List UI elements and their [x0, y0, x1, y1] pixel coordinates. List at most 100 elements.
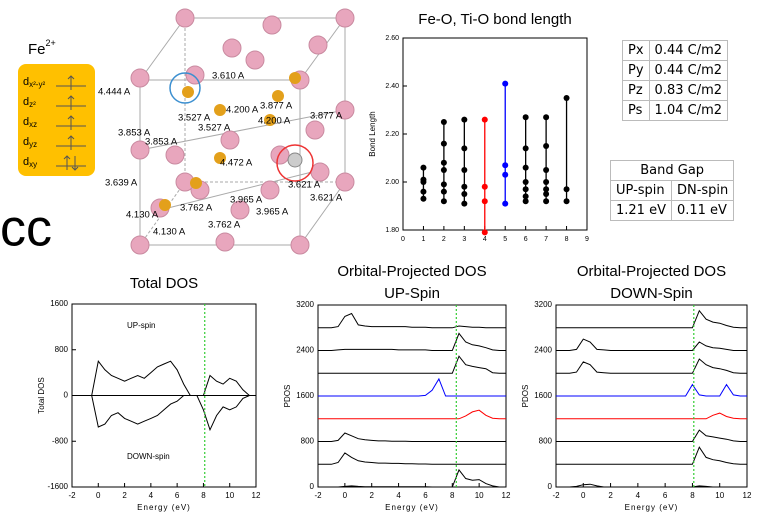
x-tick-label: 12 [743, 491, 752, 500]
bond-point [420, 196, 426, 202]
y-axis-label: Total DOS [37, 377, 46, 413]
table-row: Ps1.04 C/m2 [623, 101, 728, 121]
chart-title: Orbital-Projected DOS [337, 263, 486, 280]
y-tick-label: 1600 [50, 299, 68, 308]
y-axis-label: PDOS [283, 385, 292, 408]
bond-point [523, 179, 529, 185]
distance-label: 4.444 A [98, 87, 131, 98]
x-tick-label: 2 [442, 236, 446, 243]
dos-line [556, 339, 747, 350]
dos-line [556, 311, 747, 328]
bond-point [523, 193, 529, 199]
y-tick-label: 2.60 [385, 35, 399, 42]
x-axis-label: Energy (eV) [137, 503, 191, 512]
distance-label: 3.621 A [288, 180, 321, 191]
atom-pink [166, 146, 184, 164]
bond-point [564, 198, 570, 204]
chart-title: Fe-O, Ti-O bond length [418, 11, 571, 28]
dos-line [318, 470, 506, 487]
atom-pink [311, 163, 329, 181]
plot-frame [403, 38, 587, 230]
x-tick-label: 10 [715, 491, 724, 500]
bond-point [441, 189, 447, 195]
bond-point [441, 141, 447, 147]
y-axis-label: PDOS [521, 385, 530, 408]
bond-point [564, 186, 570, 192]
y-tick-label: 0 [548, 482, 553, 491]
atom-pink [223, 39, 241, 57]
atom-pink [336, 9, 354, 27]
bond-point [564, 95, 570, 101]
chart: Orbital-Projected DOSDOWN-Spin0800160024… [521, 263, 752, 512]
orbital-sub: z² [29, 100, 36, 109]
x-axis-label: Energy (eV) [385, 503, 439, 512]
y-tick-label: 800 [301, 437, 315, 446]
x-tick-label: 2 [608, 491, 613, 500]
bond-point [482, 198, 488, 204]
dos-line [556, 385, 747, 396]
table-cell: Pz [623, 81, 650, 101]
x-tick-label: 4 [636, 491, 641, 500]
table-cell: Ps [623, 101, 650, 121]
x-tick-label: -2 [552, 491, 560, 500]
table-row: Px0.44 C/m2 [623, 41, 728, 61]
y-tick-label: 1.80 [385, 227, 399, 234]
table-row: Pz0.83 C/m2 [623, 81, 728, 101]
y-tick-label: 2.20 [385, 131, 399, 138]
table-cell: 0.83 C/m2 [649, 81, 727, 101]
bond-point [441, 167, 447, 173]
x-tick-label: 4 [149, 491, 154, 500]
bond-point [502, 172, 508, 178]
atom-pink [336, 173, 354, 191]
distance-label: 3.610 A [212, 71, 245, 82]
table-cell: 0.44 C/m2 [649, 61, 727, 81]
crystal-structure: 4.444 A3.610 A3.527 A4.200 A3.877 A4.200… [98, 9, 354, 254]
x-axis-label: Energy (eV) [625, 503, 679, 512]
distance-label: 3.877 A [260, 101, 293, 112]
atom-orange [289, 72, 301, 84]
atom-pink [131, 69, 149, 87]
x-tick-label: 4 [483, 236, 487, 243]
x-tick-label: -2 [68, 491, 76, 500]
atom-orange [159, 199, 171, 211]
table-header: UP-spin [611, 181, 672, 201]
x-tick-label: 6 [663, 491, 668, 500]
chart: Fe-O, Ti-O bond length1.802.002.202.402.… [368, 11, 589, 243]
bond-point [482, 117, 488, 123]
x-tick-label: 2 [122, 491, 127, 500]
atom-orange [182, 86, 194, 98]
orbital-sub: x²-y² [29, 80, 45, 89]
x-tick-label: 0 [96, 491, 101, 500]
dos-line [318, 433, 506, 442]
x-tick-label: 1 [421, 236, 425, 243]
distance-label: 3.853 A [145, 137, 178, 148]
y-tick-label: 2.00 [385, 179, 399, 186]
y-tick-label: 1600 [296, 391, 314, 400]
atom-orange [190, 177, 202, 189]
dos-line [318, 379, 506, 396]
x-tick-label: 5 [503, 236, 507, 243]
dos-line [318, 356, 506, 373]
distance-label: 3.762 A [180, 203, 213, 214]
atom-grey [288, 153, 302, 167]
bond-point [502, 162, 508, 168]
chart-subtitle: UP-Spin [384, 285, 440, 302]
bond-point [523, 114, 529, 120]
distance-label: 3.762 A [208, 220, 241, 231]
x-tick-label: 0 [343, 491, 348, 500]
bond-point [461, 201, 467, 207]
bond-point [523, 145, 529, 151]
atom-pink [176, 9, 194, 27]
bond-point [441, 119, 447, 125]
dos-line [556, 430, 747, 441]
bond-point [441, 198, 447, 204]
atom-pink [291, 236, 309, 254]
y-tick-label: 2400 [296, 346, 314, 355]
y-axis-label: Bond Length [368, 111, 377, 156]
atom-pink [216, 233, 234, 251]
distance-label: 3.965 A [256, 207, 289, 218]
x-tick-label: 8 [690, 491, 695, 500]
annotation: DOWN-spin [127, 452, 170, 461]
orbital-sub: xy [29, 160, 37, 169]
atom-orange [214, 104, 226, 116]
